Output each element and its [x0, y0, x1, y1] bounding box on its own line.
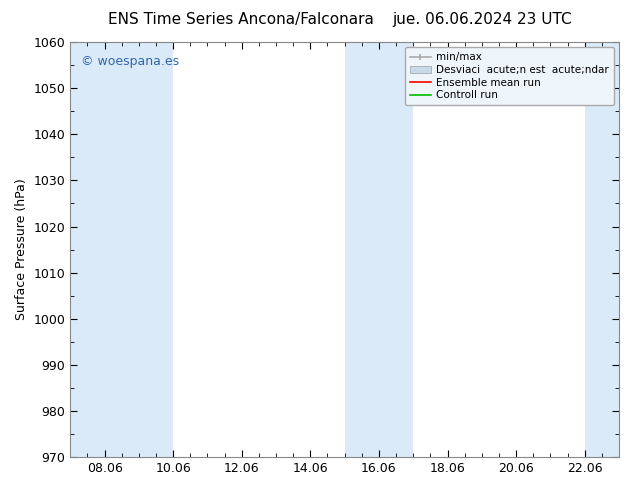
Bar — [70, 42, 173, 457]
Text: ENS Time Series Ancona/Falconara: ENS Time Series Ancona/Falconara — [108, 12, 374, 27]
Text: © woespana.es: © woespana.es — [81, 54, 179, 68]
Bar — [585, 42, 619, 457]
Text: jue. 06.06.2024 23 UTC: jue. 06.06.2024 23 UTC — [392, 12, 572, 27]
Y-axis label: Surface Pressure (hPa): Surface Pressure (hPa) — [15, 179, 28, 320]
Bar — [345, 42, 413, 457]
Legend: min/max, Desviaci  acute;n est  acute;ndar, Ensemble mean run, Controll run: min/max, Desviaci acute;n est acute;ndar… — [404, 47, 614, 105]
